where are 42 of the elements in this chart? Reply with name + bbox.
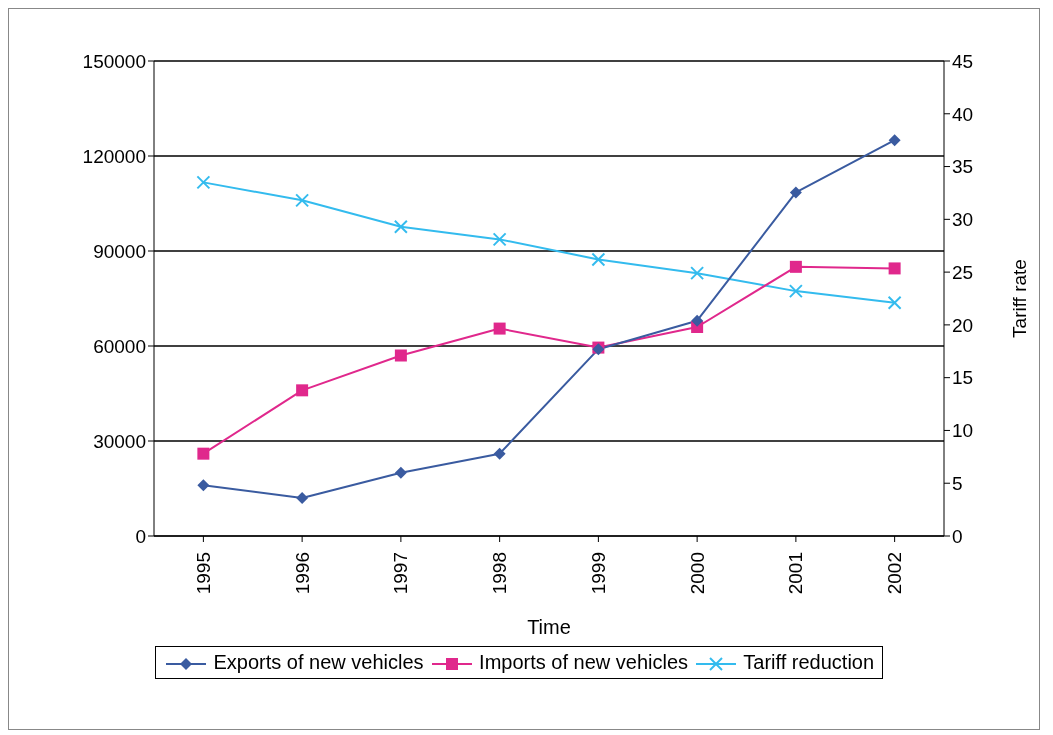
y-tick-label: 30000 — [93, 430, 146, 452]
point — [394, 466, 407, 479]
y2-tick-label: 15 — [952, 367, 974, 389]
y2-tick-label: 35 — [952, 156, 974, 178]
y-tick-label: 0 — [135, 525, 146, 547]
legend-label: Tariff reduction — [742, 651, 875, 674]
x-tick-label: 2000 — [686, 552, 708, 595]
point — [493, 322, 506, 335]
x-tick-label: 2001 — [785, 552, 807, 595]
point — [789, 260, 802, 273]
point — [197, 447, 210, 460]
x-tick-label: 1996 — [291, 552, 313, 595]
x-axis-title: Time — [527, 616, 571, 638]
point — [197, 479, 210, 492]
y-tick-label: 120000 — [82, 145, 146, 167]
point — [296, 492, 309, 504]
x-tick-label: 2002 — [884, 552, 906, 595]
legend-label: Imports of new vehicles — [478, 651, 689, 674]
y2-tick-label: 45 — [952, 50, 974, 72]
y2-tick-label: 10 — [952, 420, 974, 442]
y-tick-label: 90000 — [93, 240, 146, 262]
point — [789, 186, 802, 199]
point — [493, 447, 506, 460]
legend-label: Exports of new vehicles — [212, 651, 424, 674]
y2-axis-title: Tariff rate — [1008, 259, 1030, 338]
x-tick-label: 1995 — [192, 552, 214, 595]
y2-tick-label: 20 — [952, 314, 974, 336]
x-tick-label: 1998 — [489, 552, 511, 595]
y2-tick-label: 40 — [952, 103, 974, 125]
y2-tick-label: 0 — [952, 525, 963, 547]
y-tick-label: 60000 — [93, 335, 146, 357]
point — [888, 134, 901, 147]
y2-tick-label: 5 — [952, 472, 963, 494]
y-tick-label: 150000 — [82, 50, 146, 72]
x-tick-label: 1997 — [390, 552, 412, 595]
y2-tick-label: 30 — [952, 209, 974, 231]
y2-tick-label: 25 — [952, 261, 974, 283]
x-tick-label: 1999 — [587, 552, 609, 595]
point — [296, 384, 309, 397]
point — [888, 262, 901, 275]
point — [394, 349, 407, 362]
point — [691, 314, 704, 327]
